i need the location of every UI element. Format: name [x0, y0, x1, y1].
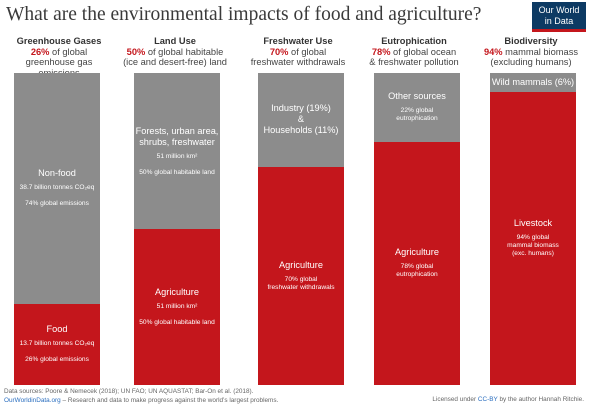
- segment-label-b: &: [297, 114, 305, 125]
- segment-labels: Agriculture 78% global eutrophication: [374, 247, 460, 279]
- column-percent: 50%: [126, 46, 146, 57]
- footer-tagline: – Research and data to make progress aga…: [60, 396, 279, 404]
- bar-segment-food: Livestock 94% global mammal biomass (exc. h…: [490, 91, 576, 385]
- stacked-bar: Wild mammals (6%) Livestock 94% global mamm…: [490, 73, 576, 385]
- segment-labels: Food 13.7 billion tonnes CO₂eq 26% global …: [14, 324, 100, 364]
- segment-labels: Forests, urban area, shrubs, freshwater 5…: [134, 126, 220, 177]
- column-subtitle-line-2: (excluding humans): [490, 57, 572, 67]
- segment-line2: 78% global: [400, 263, 434, 271]
- segment-labels: Agriculture 70% global freshwater withdraw…: [258, 260, 344, 292]
- column-subtitle-line-1: 26% of global: [31, 47, 87, 57]
- bar-segment-food: Food 13.7 billion tonnes CO₂eq 26% global …: [14, 303, 100, 385]
- segment-label: Agriculture: [279, 259, 323, 270]
- bar-segment-nonfood: Industry (19%) & Households (11%): [258, 73, 344, 167]
- column-header: Freshwater Use 70% of global freshwater wi…: [244, 36, 352, 68]
- segment-line2: 22% global: [400, 107, 434, 115]
- column-subtitle-line-1: 70% of global: [270, 47, 326, 57]
- column-title: Freshwater Use: [263, 36, 333, 46]
- column-subtitle-line-2: (ice and desert-free) land: [123, 57, 227, 67]
- footer-sources: Data sources: Poore & Nemecek (2018); UN…: [4, 388, 254, 395]
- footer-site-link[interactable]: OurWorldinData.org: [4, 396, 61, 404]
- column-subtitle-line-1: 78% of global ocean: [372, 47, 456, 57]
- segment-label: Non-food: [38, 168, 76, 179]
- segment-label: Food: [46, 324, 68, 335]
- license-link[interactable]: CC-BY: [477, 396, 498, 403]
- column-subtitle-line-1: 94% mammal biomass: [484, 47, 578, 57]
- segment-line2: 94% global: [516, 234, 550, 242]
- license-suffix: by the author Hannah Ritchie.: [497, 396, 584, 403]
- stacked-bar: Industry (19%) & Households (11%) Agricultu…: [258, 73, 344, 385]
- segment-line4: (exc. humans): [512, 250, 554, 258]
- column-percent: 78%: [371, 46, 391, 57]
- segment-label: Livestock: [513, 218, 553, 229]
- segment-label-c: Households (11%): [263, 125, 339, 136]
- bar-segment-nonfood: Non-food 38.7 billion tonnes CO₂eq 74% glo…: [14, 73, 100, 304]
- segment-label: Wild mammals (6%): [491, 76, 575, 87]
- segment-label: Industry (19%): [271, 103, 331, 114]
- column-header: Greenhouse Gases 26% of global greenhouse …: [5, 36, 113, 78]
- segment-labels: Non-food 38.7 billion tonnes CO₂eq 74% glo…: [14, 168, 100, 208]
- segment-line3: 26% global emissions: [25, 356, 89, 364]
- column-subtitle-line-2: freshwater withdrawals: [250, 57, 346, 67]
- column-title: Biodiversity: [504, 36, 558, 46]
- segment-line3: eutrophication: [396, 271, 438, 279]
- column-subtitle-text: of global: [288, 46, 327, 57]
- segment-line2: 13.7 billion tonnes CO₂eq: [19, 340, 95, 348]
- segment-line3: 74% global emissions: [25, 200, 89, 208]
- segment-line3: 50% global habitable land: [139, 319, 215, 326]
- segment-label: Agriculture: [395, 247, 439, 258]
- logo-line-2: in Data: [544, 15, 574, 26]
- column-header: Biodiversity 94% mammal biomass (excluding…: [477, 36, 585, 68]
- segment-label: Agriculture: [155, 287, 199, 297]
- segment-labels: Agriculture 51 million km² 50% global habi…: [134, 287, 220, 327]
- column-percent: 26%: [30, 46, 50, 57]
- segment-line3: eutrophication: [396, 115, 438, 123]
- column-subtitle-line-2: greenhouse gas emissions: [25, 57, 93, 78]
- bar-segment-food: Agriculture 78% global eutrophication: [374, 141, 460, 385]
- segment-line2: 70% global: [284, 275, 318, 283]
- column-percent: 94%: [483, 46, 503, 57]
- column-subtitle-text: of global habitable: [145, 46, 224, 57]
- column-title: Eutrophication: [381, 36, 447, 46]
- segment-label: Forests, urban area, shrubs, freshwater: [135, 125, 219, 147]
- chart-title: What are the environmental impacts of fo…: [6, 4, 482, 25]
- column-header: Eutrophication 78% of global ocean & fresh…: [360, 36, 468, 68]
- segment-label: Other sources: [388, 91, 446, 102]
- segment-labels: Other sources 22% global eutrophication: [374, 91, 460, 123]
- stacked-bar: Forests, urban area, shrubs, freshwater 5…: [134, 73, 220, 385]
- column-subtitle-text: mammal biomass: [502, 46, 579, 57]
- bar-segment-food: Agriculture 51 million km² 50% global habi…: [134, 229, 220, 385]
- segment-line2: 51 million km²: [156, 152, 198, 160]
- owid-logo[interactable]: Our World in Data: [532, 2, 586, 32]
- column-subtitle-text: of global: [49, 46, 88, 57]
- segment-line3: mammal biomass: [507, 242, 559, 250]
- column-percent: 70%: [269, 46, 289, 57]
- column-title: Land Use: [154, 36, 196, 46]
- segment-line3: 50% global habitable land: [139, 168, 215, 176]
- bar-segment-food: Agriculture 70% global freshwater withdraw…: [258, 166, 344, 385]
- column-subtitle-text: of global ocean: [390, 46, 457, 57]
- stacked-bar: Other sources 22% global eutrophication Agr…: [374, 73, 460, 385]
- segment-labels: Wild mammals (6%): [490, 77, 576, 88]
- column-title: Greenhouse Gases: [16, 36, 102, 46]
- segment-labels: Livestock 94% global mammal biomass (exc. h…: [490, 218, 576, 258]
- column-header: Land Use 50% of global habitable (ice and …: [121, 36, 229, 68]
- license-note: Licensed under CC-BY by the author Hanna…: [432, 396, 584, 403]
- bar-segment-nonfood: Other sources 22% global eutrophication: [374, 73, 460, 142]
- segment-labels: Industry (19%) & Households (11%): [258, 103, 344, 136]
- segment-line2: 51 million km²: [156, 303, 198, 310]
- column-subtitle-line-2: & freshwater pollution: [369, 57, 459, 67]
- bar-segment-nonfood: Forests, urban area, shrubs, freshwater 5…: [134, 73, 220, 229]
- bar-segment-nonfood: Wild mammals (6%): [490, 73, 576, 92]
- logo-line-1: Our World: [538, 4, 580, 15]
- license-prefix: Licensed under: [432, 396, 478, 403]
- column-subtitle-line-1: 50% of global habitable: [127, 47, 224, 57]
- footer: Data sources: Poore & Nemecek (2018); UN…: [4, 388, 278, 405]
- stacked-bar: Non-food 38.7 billion tonnes CO₂eq 74% glo…: [14, 73, 100, 385]
- segment-line3: freshwater withdrawals: [267, 283, 335, 291]
- segment-line2: 38.7 billion tonnes CO₂eq: [19, 184, 95, 192]
